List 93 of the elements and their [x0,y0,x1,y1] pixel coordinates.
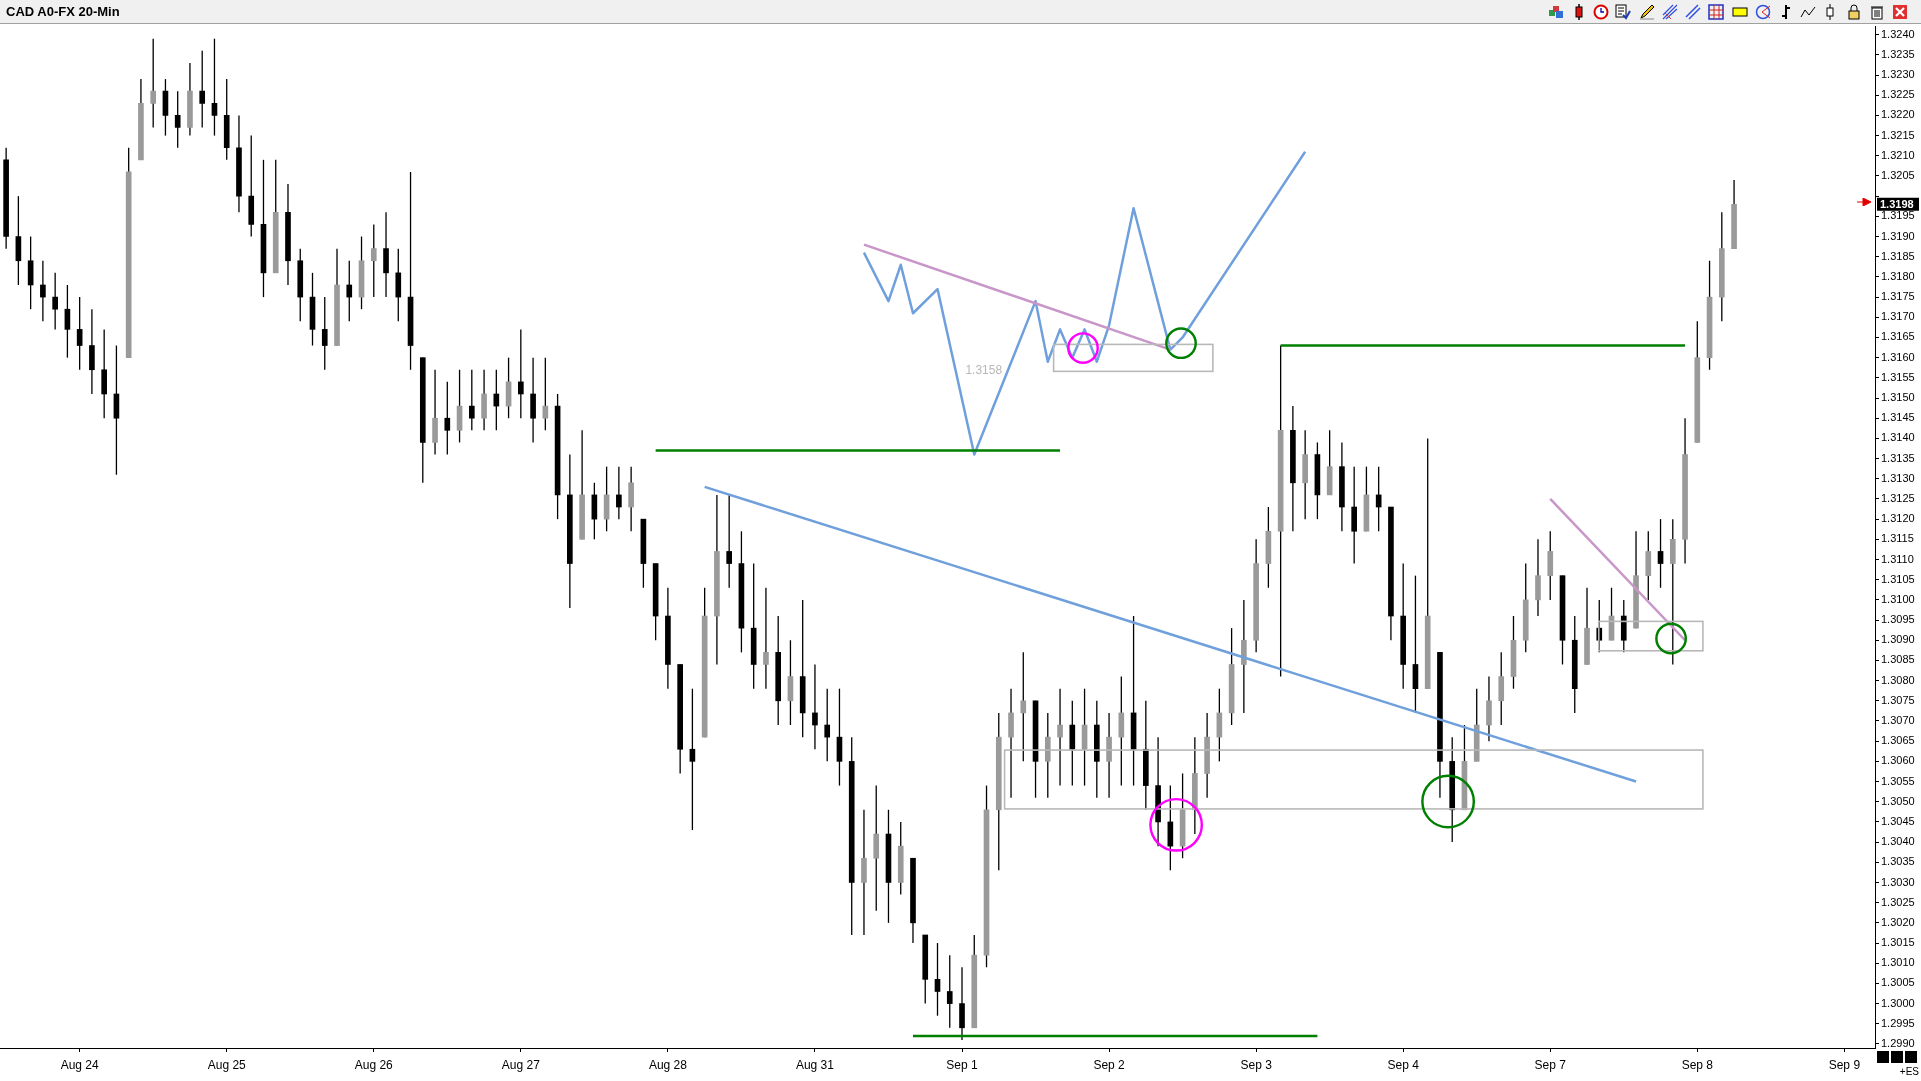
y-tick-label: 1.3105 [1881,572,1915,585]
y-tick-label: 1.3190 [1881,229,1915,242]
x-tick-label: Sep 8 [1681,1057,1714,1072]
y-tick-label: 1.3110 [1881,552,1914,565]
x-tick-label: Sep 4 [1387,1057,1420,1072]
candlestick [468,369,475,431]
y-tick-label: 1.3115 [1881,532,1914,545]
y-tick-label: 1.3005 [1881,976,1915,989]
y-tick-label: 1.3195 [1881,209,1915,222]
y-tick-label: 1.3030 [1881,875,1915,888]
candlestick [346,260,353,322]
x-tick-label: Aug 31 [795,1057,835,1072]
x-tick-label: Aug 24 [60,1057,99,1072]
y-tick-label: 1.3065 [1881,734,1915,747]
y-tick-label: 1.3150 [1881,391,1915,404]
x-tick-label: Sep 2 [1093,1057,1126,1072]
y-tick-label: 1.3205 [1881,169,1915,182]
y-tick-label: 1.3135 [1881,451,1915,464]
candlestick [946,954,953,1029]
y-tick-label: 1.3015 [1881,936,1915,949]
x-tick-label: Sep 7 [1534,1057,1567,1072]
y-tick-label: 1.3225 [1881,88,1915,101]
candlestick [1657,518,1664,589]
y-tick-label: 1.3210 [1881,148,1915,161]
y-tick-label: 1.3050 [1881,794,1915,807]
y-tick-label: 1.3035 [1881,855,1915,868]
y-tick-label: 1.3000 [1881,996,1915,1009]
annotation: 1.3158 [965,362,1003,377]
y-tick-label: 1.3140 [1881,431,1915,444]
y-tick-label: 1.3175 [1881,290,1915,303]
y-tick-label: 1.3170 [1881,310,1915,323]
y-tick-label: 1.3130 [1881,471,1915,484]
y-tick-label: 1.2995 [1881,1016,1915,1029]
y-tick-label: 1.3060 [1881,754,1915,767]
y-tick-label: 1.3020 [1881,915,1915,928]
x-tick-label: Aug 25 [207,1057,247,1072]
y-tick-label: 1.2990 [1881,1036,1915,1049]
y-tick-label: 1.3230 [1881,68,1915,81]
candlestick [40,260,46,322]
y-tick-label: 1.3155 [1881,370,1915,383]
candlestick [493,369,500,431]
y-tick-label: 1.3240 [1881,27,1915,40]
candlestick [211,38,218,137]
candlestick [726,494,732,589]
candlestick [763,587,769,690]
y-tick-label: 1.3080 [1881,673,1915,686]
x-tick-label: Sep 1 [946,1057,979,1072]
y-tick-label: 1.3100 [1881,592,1915,605]
candlestick [812,663,818,750]
y-tick-label: 1.3160 [1881,350,1915,363]
y-tick-label: 1.3040 [1881,835,1915,848]
y-tick-label: 1.3120 [1881,512,1915,525]
candlestick [542,357,549,431]
y-tick-label: 1.3055 [1881,774,1915,787]
x-tick-label: Sep 3 [1240,1057,1273,1072]
candlestick [1057,688,1063,787]
y-tick-label: 1.3180 [1881,269,1915,282]
y-tick-label: 1.3025 [1881,895,1915,908]
x-tick-label: Sep 9 [1828,1057,1861,1072]
candlestick [689,688,696,831]
y-tick-label: 1.3090 [1881,633,1915,646]
candlestick [1020,651,1027,763]
candlestick [52,272,58,331]
candlestick [934,942,941,1017]
candlestick [370,223,377,298]
candlestick [1375,466,1382,532]
y-tick-label: 1.3220 [1881,108,1915,121]
y-tick-label: 1.3010 [1881,956,1915,969]
y-tick-label: 1.3145 [1881,411,1915,424]
candlestick [616,466,622,520]
x-tick-label: Aug 26 [354,1057,394,1072]
y-tick-label: 1.3045 [1881,814,1915,827]
x-tick-label: Aug 27 [501,1057,541,1072]
candlestick [174,90,181,149]
x-tick-label: Aug 28 [648,1057,688,1072]
y-tick-label: 1.3185 [1881,249,1915,262]
annotation: 1.3198 [1880,197,1914,210]
y-tick-label: 1.3165 [1881,330,1915,343]
chart-title: CAD A0-FX 20-Min [6,4,120,19]
candlestick [199,50,206,129]
y-tick-label: 1.3095 [1881,613,1915,626]
candlestick [321,296,328,371]
candlestick [150,38,157,129]
candlestick [824,688,831,763]
y-tick-label: 1.3125 [1881,491,1915,504]
candlestick [518,328,524,419]
y-tick-label: 1.3215 [1881,128,1915,141]
y-tick-label: 1.3075 [1881,693,1915,706]
text: +ES [1899,1066,1919,1077]
candlestick [444,381,451,456]
y-tick-label: 1.3070 [1881,714,1915,727]
y-tick-label: 1.3235 [1881,47,1915,60]
y-tick-label: 1.3085 [1881,653,1915,666]
